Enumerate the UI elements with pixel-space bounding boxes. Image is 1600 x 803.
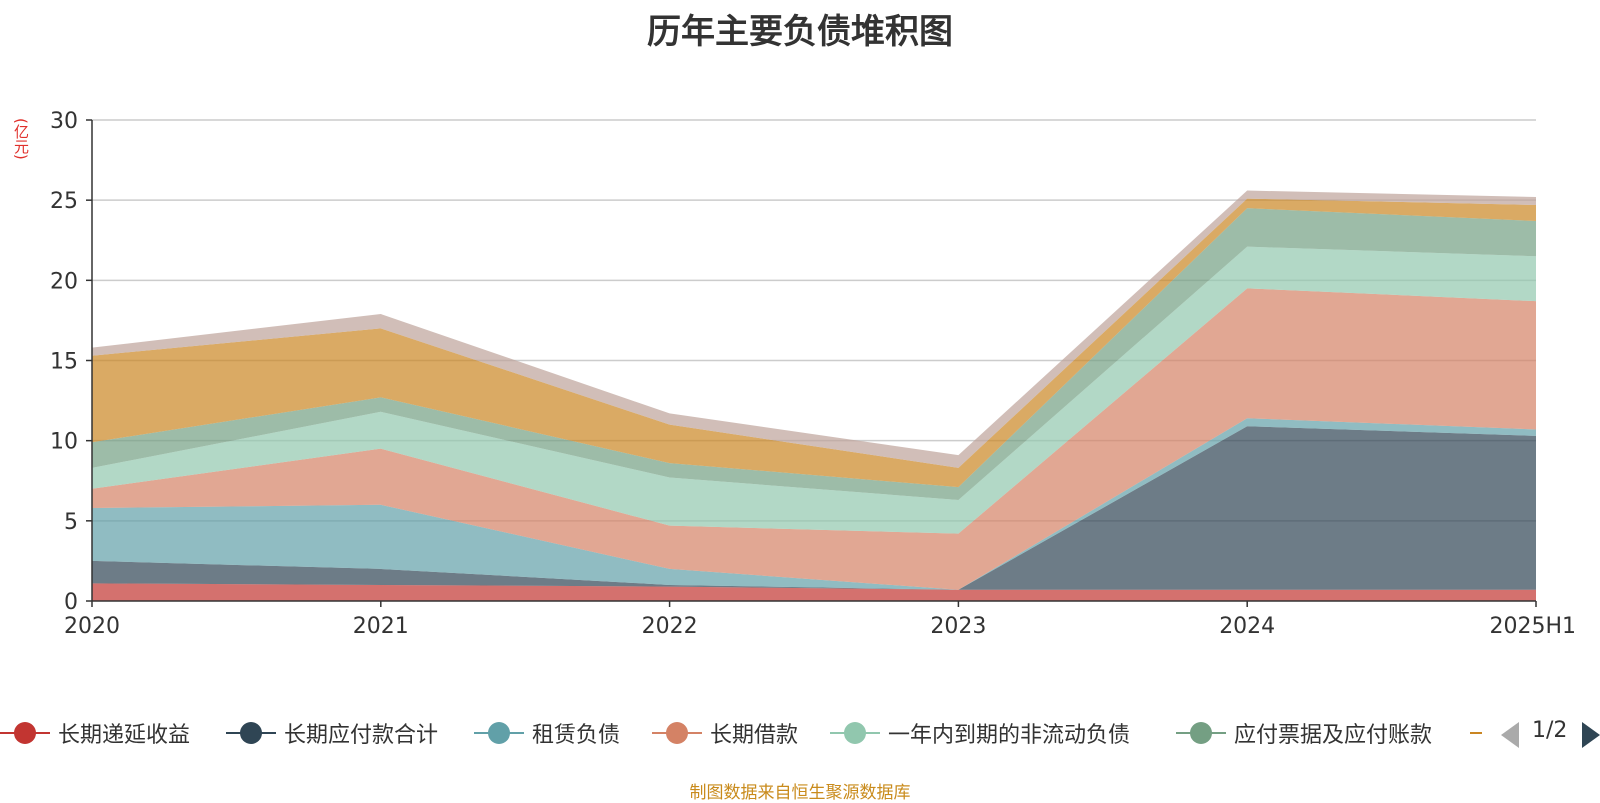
area-series-1[interactable] [92, 426, 1536, 590]
y-tick-label: 20 [50, 269, 78, 294]
legend-label: 长期借款 [710, 723, 799, 748]
chart-plot: 0 5 10 15 20 25 30 2020 2021 2022 2023 2024 2025H1 [50, 109, 1576, 639]
area-series-5[interactable] [92, 208, 1536, 500]
legend-item[interactable]: 租赁负债 [474, 716, 620, 750]
y-tick-label: 15 [50, 350, 78, 375]
legend-item[interactable]: 长期递延收益 [0, 716, 190, 750]
x-tick-label: 2023 [930, 614, 986, 639]
legend-label: 长期应付款合计 [284, 723, 439, 748]
legend-label: 租赁负债 [532, 723, 621, 748]
y-axis-unit: (亿元) [12, 118, 30, 160]
chart-title: 历年主要负债堆积图 [647, 12, 953, 52]
legend-item[interactable]: 一年内到期的非流动负债 [830, 716, 1130, 750]
source-note: 制图数据来自恒生聚源数据库 [689, 783, 911, 803]
x-tick-label: 2024 [1219, 614, 1275, 639]
stacked-areas [92, 190, 1536, 601]
legend-page-indicator: 1/2 [1532, 718, 1568, 743]
legend-marker-icon [652, 716, 702, 750]
legend: 长期递延收益 长期应付款合计 租赁负债 长期借款 一年内到期的非流动负债 应付票据及应付账… [0, 716, 1600, 752]
legend-marker-icon [0, 716, 50, 750]
legend-prev-page-icon[interactable] [1501, 722, 1519, 748]
y-tick-label: 30 [50, 109, 78, 134]
y-tick-label: 5 [64, 510, 78, 535]
legend-label: 长期递延收益 [58, 723, 191, 748]
area-series-0[interactable] [92, 583, 1536, 601]
area-series-6[interactable] [92, 198, 1536, 488]
legend-label: 应付票据及应付账款 [1234, 723, 1433, 748]
legend-marker-icon [474, 716, 524, 750]
legend-marker-icon [1176, 716, 1226, 750]
legend-item[interactable]: 长期借款 [652, 716, 798, 750]
x-tick-label: 2025H1 [1489, 614, 1576, 639]
x-tick-label: 2022 [642, 614, 698, 639]
area-series-2[interactable] [92, 418, 1536, 590]
area-series-3[interactable] [92, 288, 1536, 590]
legend-item-partial-marker[interactable] [1470, 732, 1482, 734]
area-series-7[interactable] [92, 190, 1536, 468]
x-tick-label: 2021 [353, 614, 409, 639]
axes: 0 5 10 15 20 25 30 2020 2021 2022 2023 2024 2025H1 [50, 109, 1576, 639]
y-tick-label: 0 [64, 590, 78, 615]
legend-label: 一年内到期的非流动负债 [888, 723, 1131, 748]
legend-next-page-icon[interactable] [1582, 722, 1600, 748]
legend-item[interactable]: 长期应付款合计 [226, 716, 438, 750]
y-tick-label: 10 [50, 430, 78, 455]
x-tick-label: 2020 [64, 614, 120, 639]
legend-marker-icon [226, 716, 276, 750]
legend-marker-icon [830, 716, 880, 750]
area-series-4[interactable] [92, 246, 1536, 534]
y-tick-label: 25 [50, 189, 78, 214]
legend-item[interactable]: 应付票据及应付账款 [1176, 716, 1432, 750]
